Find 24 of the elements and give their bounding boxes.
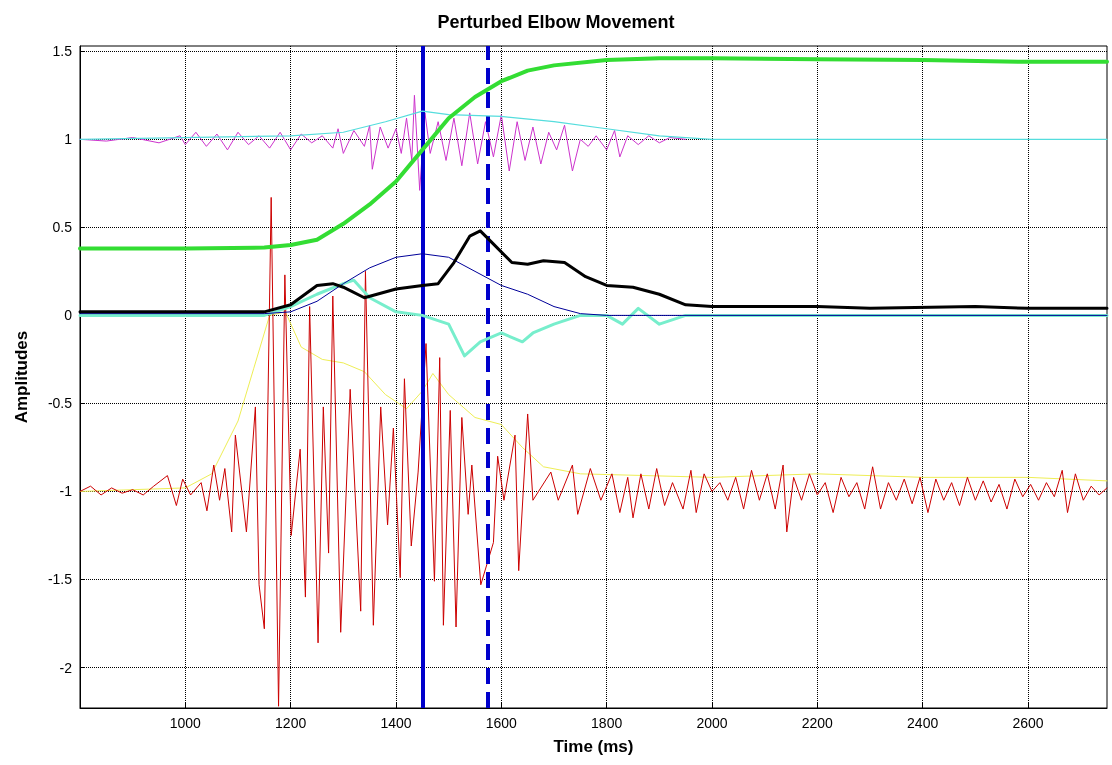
line-series [79,110,1108,140]
x-tick-label: 1200 [275,715,307,731]
x-axis-title: Time (ms) [553,737,634,756]
y-tick-label: 0 [64,307,73,324]
x-tick-label: 1000 [169,715,202,731]
x-tick-label: 2200 [801,715,834,731]
y-tick-label: -0.5 [47,395,73,412]
x-tick-label: 2400 [907,715,939,731]
y-tick-label: 1 [64,131,73,148]
y-tick-label: -2 [59,659,73,676]
y-tick-label: 1.5 [52,43,73,60]
x-tick-label: 1600 [485,715,518,731]
x-tick-label: 1800 [591,715,623,731]
y-axis-title: Amplitudes [12,330,31,424]
x-tick-label: 2600 [1012,715,1044,731]
y-tick-label: -1 [59,483,73,500]
y-tick-label: 0.5 [52,219,73,236]
x-tick-label: 1400 [380,715,412,731]
line-series [79,253,1108,316]
y-tick-label: -1.5 [47,571,73,588]
x-tick-label: 2000 [696,715,728,731]
line-series [79,311,1108,492]
chart-title: Perturbed Elbow Movement [437,12,675,32]
line-series [78,56,1109,251]
